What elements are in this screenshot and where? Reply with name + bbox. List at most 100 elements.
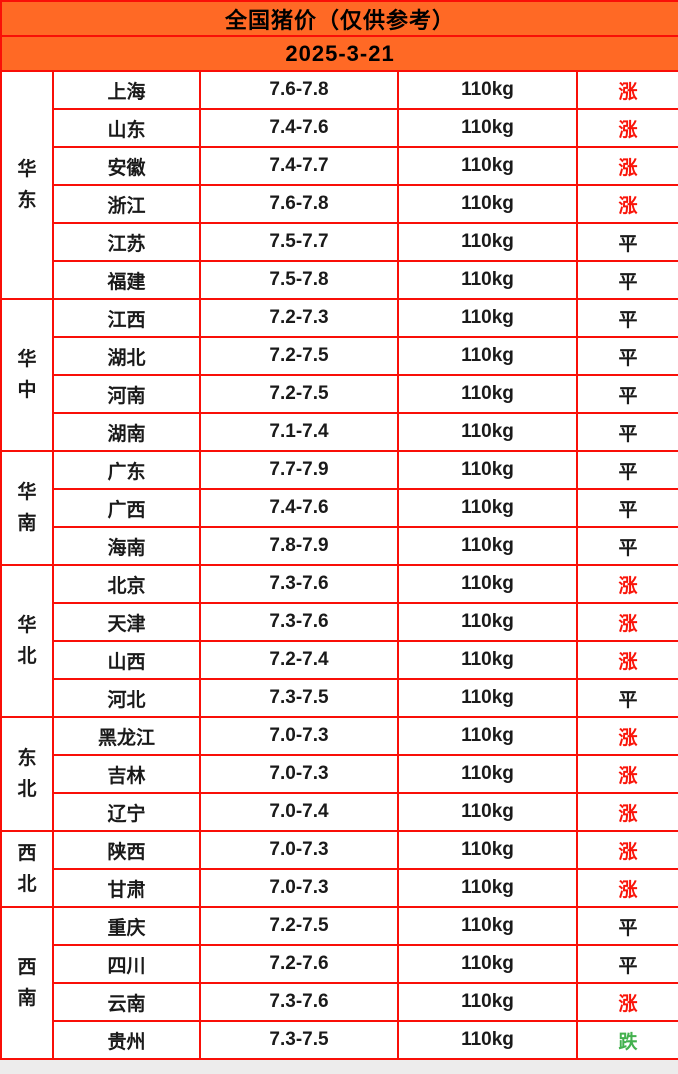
trend-cell: 跌 [575,1020,678,1060]
province-cell: 湖北 [52,336,201,376]
weight-cell: 110kg [397,412,578,452]
price-cell: 7.3-7.6 [199,564,399,604]
province-cell: 吉林 [52,754,201,794]
weight-cell: 110kg [397,716,578,756]
weight-cell: 110kg [397,526,578,566]
weight-cell: 110kg [397,184,578,224]
trend-cell: 平 [575,412,678,452]
region-cell: 西北 [0,830,54,908]
table-row: 华南 广东 7.7-7.9 110kg 平 [0,450,678,566]
table-row: 湖北 7.2-7.5 110kg 平 [1,336,678,376]
table-row: 四川 7.2-7.6 110kg 平 [1,944,678,984]
region-cell: 华北 [0,564,54,718]
weight-cell: 110kg [397,564,578,604]
province-cell: 河南 [52,374,201,414]
price-cell: 7.3-7.6 [199,982,399,1022]
province-cell: 黑龙江 [52,716,201,756]
province-cell: 江苏 [52,222,201,262]
price-cell: 7.0-7.4 [199,792,399,832]
table-row: 辽宁 7.0-7.4 110kg 涨 [1,792,678,832]
trend-cell: 平 [575,906,678,946]
weight-cell: 110kg [397,944,578,984]
weight-cell: 110kg [397,1020,578,1060]
table-row: 华中 江西 7.2-7.3 110kg 平 [0,298,678,452]
price-cell: 7.4-7.6 [199,108,399,148]
weight-cell: 110kg [397,146,578,186]
province-cell: 辽宁 [52,792,201,832]
table-row: 贵州 7.3-7.5 110kg 跌 [1,1020,678,1060]
province-cell: 重庆 [52,906,201,946]
region-label: 华南 [17,481,37,534]
price-cell: 7.2-7.5 [199,336,399,376]
weight-cell: 110kg [397,260,578,300]
table-row: 湖南 7.1-7.4 110kg 平 [1,412,678,452]
price-cell: 7.0-7.3 [199,830,399,870]
trend-cell: 涨 [575,982,678,1022]
trend-cell: 平 [575,678,678,718]
price-cell: 7.8-7.9 [199,526,399,566]
table-row: 浙江 7.6-7.8 110kg 涨 [1,184,678,224]
date-row: 2025-3-21 [0,35,678,72]
price-cell: 7.0-7.3 [199,716,399,756]
table-row: 山东 7.4-7.6 110kg 涨 [1,108,678,148]
table-row: 福建 7.5-7.8 110kg 平 [1,260,678,300]
weight-cell: 110kg [397,602,578,642]
weight-cell: 110kg [397,222,578,262]
trend-cell: 涨 [575,792,678,832]
province-cell: 海南 [52,526,201,566]
weight-cell: 110kg [397,640,578,680]
table-row: 甘肃 7.0-7.3 110kg 涨 [1,868,678,908]
trend-cell: 涨 [575,70,678,110]
province-cell: 湖南 [52,412,201,452]
price-cell: 7.3-7.5 [199,678,399,718]
province-cell: 云南 [52,982,201,1022]
table-row: 东北 黑龙江 7.0-7.3 110kg 涨 [0,716,678,832]
trend-cell: 涨 [575,108,678,148]
province-cell: 天津 [52,602,201,642]
table-row: 吉林 7.0-7.3 110kg 涨 [1,754,678,794]
region-cell: 华中 [0,298,54,452]
price-cell: 7.5-7.8 [199,260,399,300]
trend-cell: 平 [575,374,678,414]
trend-cell: 平 [575,488,678,528]
weight-cell: 110kg [397,754,578,794]
trend-cell: 平 [575,450,678,490]
weight-cell: 110kg [397,450,578,490]
trend-cell: 涨 [575,640,678,680]
region-cell: 华南 [0,450,54,566]
trend-cell: 涨 [575,146,678,186]
price-cell: 7.4-7.6 [199,488,399,528]
province-cell: 山东 [52,108,201,148]
weight-cell: 110kg [397,830,578,870]
price-cell: 7.2-7.4 [199,640,399,680]
table-row: 安徽 7.4-7.7 110kg 涨 [1,146,678,186]
price-cell: 7.2-7.6 [199,944,399,984]
price-cell: 7.7-7.9 [199,450,399,490]
trend-cell: 涨 [575,184,678,224]
trend-cell: 平 [575,526,678,566]
trend-cell: 涨 [575,868,678,908]
price-cell: 7.2-7.5 [199,374,399,414]
price-cell: 7.3-7.6 [199,602,399,642]
weight-cell: 110kg [397,298,578,338]
trend-cell: 涨 [575,754,678,794]
province-cell: 江西 [52,298,201,338]
price-cell: 7.6-7.8 [199,184,399,224]
region-label: 西北 [17,842,37,895]
table-row: 河北 7.3-7.5 110kg 平 [1,678,678,718]
province-cell: 安徽 [52,146,201,186]
weight-cell: 110kg [397,374,578,414]
weight-cell: 110kg [397,792,578,832]
trend-cell: 涨 [575,602,678,642]
province-cell: 广西 [52,488,201,528]
weight-cell: 110kg [397,336,578,376]
province-cell: 上海 [52,70,201,110]
province-cell: 贵州 [52,1020,201,1060]
title-row: 全国猪价（仅供参考） [0,0,678,37]
page-title: 全国猪价（仅供参考） [0,0,678,37]
province-cell: 北京 [52,564,201,604]
trend-cell: 涨 [575,564,678,604]
table-row: 江苏 7.5-7.7 110kg 平 [1,222,678,262]
table-row: 山西 7.2-7.4 110kg 涨 [1,640,678,680]
